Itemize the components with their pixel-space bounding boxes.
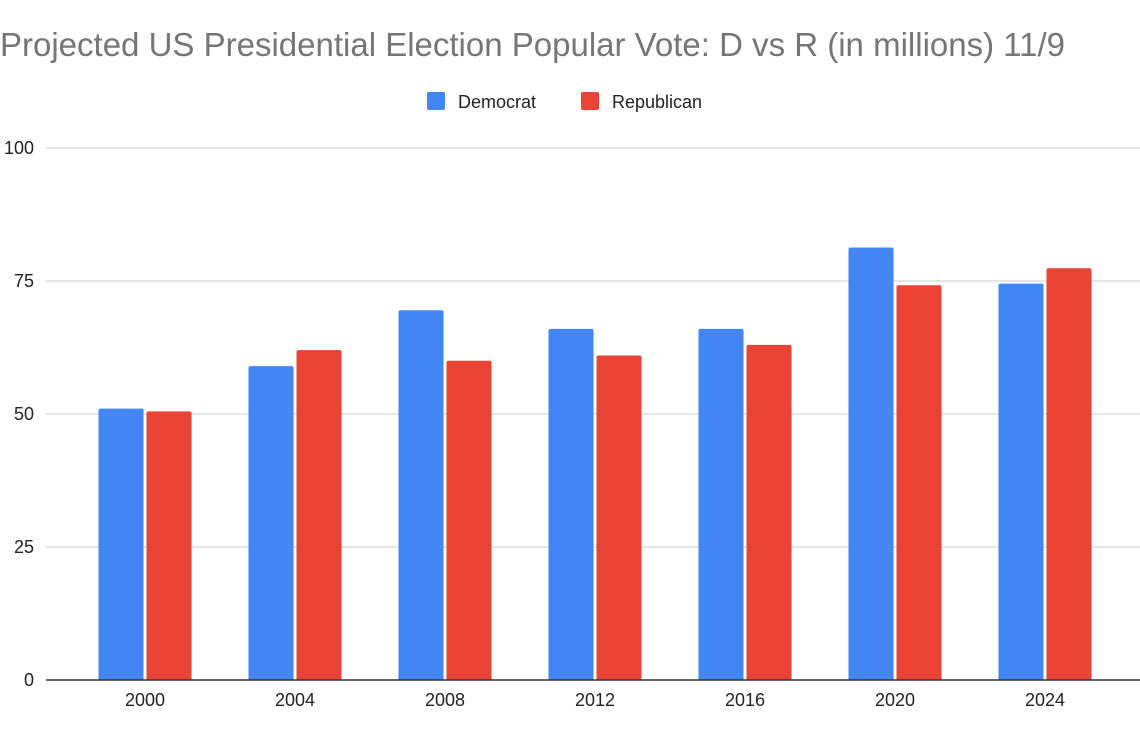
bar-democrat-2020 [848, 247, 894, 680]
y-tick-label: 50 [14, 404, 34, 424]
legend: Democrat Republican [427, 92, 702, 112]
x-tick-label: 2000 [125, 690, 165, 710]
x-tick-label: 2008 [425, 690, 465, 710]
bar-democrat-2004 [248, 366, 294, 680]
legend-swatch-democrat [427, 92, 445, 110]
bar-republican-2008 [446, 360, 492, 680]
y-tick-label: 100 [4, 138, 34, 158]
bar-republican-2004 [296, 350, 342, 680]
bar-democrat-2016 [698, 328, 744, 680]
bar-democrat-2024 [998, 283, 1044, 680]
x-tick-label: 2024 [1025, 690, 1065, 710]
legend-label-republican: Republican [612, 92, 702, 112]
bar-democrat-2000 [98, 408, 144, 680]
x-axis: 2000 2004 2008 2012 2016 2020 2024 [46, 679, 1140, 710]
bar-republican-2020 [896, 285, 942, 680]
legend-label-democrat: Democrat [458, 92, 536, 112]
y-tick-label: 75 [14, 271, 34, 291]
chart-title: Projected US Presidential Election Popul… [0, 26, 1066, 63]
y-tick-label: 0 [24, 670, 34, 690]
x-tick-label: 2020 [875, 690, 915, 710]
legend-swatch-republican [581, 92, 599, 110]
bar-democrat-2012 [548, 328, 594, 680]
bar-republican-2016 [746, 344, 792, 680]
x-tick-label: 2004 [275, 690, 315, 710]
bars [98, 247, 1092, 680]
y-axis: 0 25 50 75 100 [4, 138, 34, 690]
bar-republican-2024 [1046, 268, 1092, 680]
bar-republican-2000 [146, 411, 192, 680]
y-tick-label: 25 [14, 537, 34, 557]
x-tick-label: 2016 [725, 690, 765, 710]
bar-democrat-2008 [398, 310, 444, 680]
bar-republican-2012 [596, 355, 642, 680]
x-tick-label: 2012 [575, 690, 615, 710]
